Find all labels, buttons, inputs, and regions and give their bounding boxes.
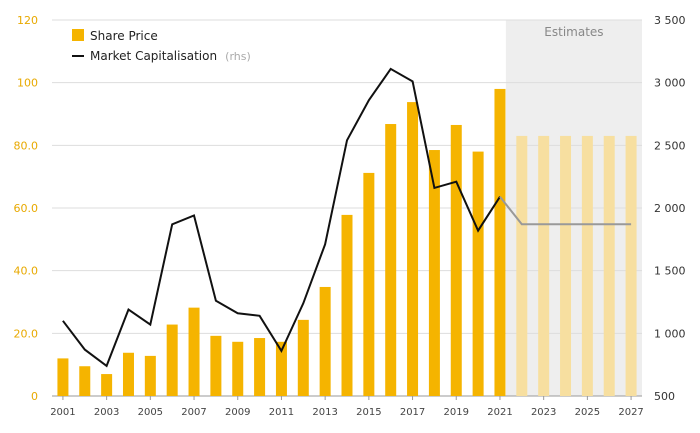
x-tick-label: 2027 bbox=[618, 407, 643, 418]
y-right-tick-label: 1 500 bbox=[654, 265, 686, 278]
y-left-tick-label: 0 bbox=[31, 390, 38, 403]
y-right-tick-label: 3 000 bbox=[654, 77, 686, 90]
x-tick-label: 2011 bbox=[269, 407, 294, 418]
bar-share-price-2005 bbox=[144, 355, 156, 396]
x-tick-label: 2017 bbox=[400, 407, 425, 418]
bar-share-price-2017 bbox=[407, 102, 419, 397]
legend-label-share-price: Share Price bbox=[90, 29, 158, 43]
bar-share-price-2010 bbox=[254, 338, 266, 396]
bar-share-price-2006 bbox=[166, 324, 178, 396]
bar-share-price-2021 bbox=[494, 88, 506, 396]
bar-share-price-2004 bbox=[122, 352, 134, 396]
y-left-tick-label: 80.0 bbox=[14, 139, 39, 152]
bar-share-price-2026 bbox=[603, 135, 615, 396]
legend-swatch-share-price bbox=[72, 29, 84, 41]
x-tick-label: 2001 bbox=[50, 407, 75, 418]
legend: Share Price Market Capitalisation (rhs) bbox=[72, 29, 251, 64]
x-tick-label: 2003 bbox=[94, 407, 119, 418]
x-tick-label: 2015 bbox=[356, 407, 381, 418]
y-right-tick-label: 2 000 bbox=[654, 202, 686, 215]
bar-share-price-2007 bbox=[188, 307, 200, 396]
y-right-tick-label: 2 500 bbox=[654, 139, 686, 152]
bar-share-price-2001 bbox=[57, 358, 69, 396]
x-tick-label: 2025 bbox=[575, 407, 600, 418]
bar-share-price-2016 bbox=[385, 124, 397, 396]
bar-share-price-2013 bbox=[319, 286, 331, 396]
bar-share-price-2009 bbox=[232, 341, 244, 396]
y-right-tick-label: 500 bbox=[654, 390, 675, 403]
bar-share-price-2019 bbox=[450, 124, 462, 396]
y-left-tick-label: 20.0 bbox=[14, 327, 39, 340]
x-tick-label: 2007 bbox=[181, 407, 206, 418]
bar-share-price-2022 bbox=[516, 135, 528, 396]
bar-share-price-2012 bbox=[297, 319, 309, 396]
y-left-tick-label: 60.0 bbox=[14, 202, 39, 215]
y-left-tick-label: 120 bbox=[17, 14, 38, 27]
bar-share-price-2014 bbox=[341, 214, 353, 396]
line-market-cap-estimate bbox=[499, 196, 632, 226]
x-tick-label: 2005 bbox=[138, 407, 163, 418]
bar-share-price-2003 bbox=[101, 374, 113, 396]
line-market-cap bbox=[62, 67, 501, 368]
x-tick-label: 2009 bbox=[225, 407, 250, 418]
y-right-tick-label: 3 500 bbox=[654, 14, 686, 27]
bar-share-price-2018 bbox=[428, 150, 440, 396]
bar-share-price-2011 bbox=[275, 341, 287, 396]
legend-label-market-cap: Market Capitalisation (rhs) bbox=[90, 45, 251, 64]
bar-share-price-2025 bbox=[581, 135, 593, 396]
bar-share-price-2020 bbox=[472, 151, 484, 396]
y-left-tick-label: 40.0 bbox=[14, 265, 39, 278]
y-right-tick-label: 1 000 bbox=[654, 327, 686, 340]
bar-share-price-2015 bbox=[363, 172, 375, 396]
bar-share-price-2002 bbox=[79, 366, 91, 396]
bar-share-price-2023 bbox=[538, 135, 550, 396]
x-tick-label: 2023 bbox=[531, 407, 556, 418]
estimates-label: Estimates bbox=[544, 25, 603, 39]
bar-share-price-2008 bbox=[210, 335, 222, 396]
y-left-tick-label: 100 bbox=[17, 77, 38, 90]
bar-share-price-2024 bbox=[560, 135, 572, 396]
x-tick-label: 2013 bbox=[312, 407, 337, 418]
x-tick-label: 2019 bbox=[444, 407, 469, 418]
x-tick-label: 2021 bbox=[487, 407, 512, 418]
bar-share-price-2027 bbox=[625, 135, 637, 396]
